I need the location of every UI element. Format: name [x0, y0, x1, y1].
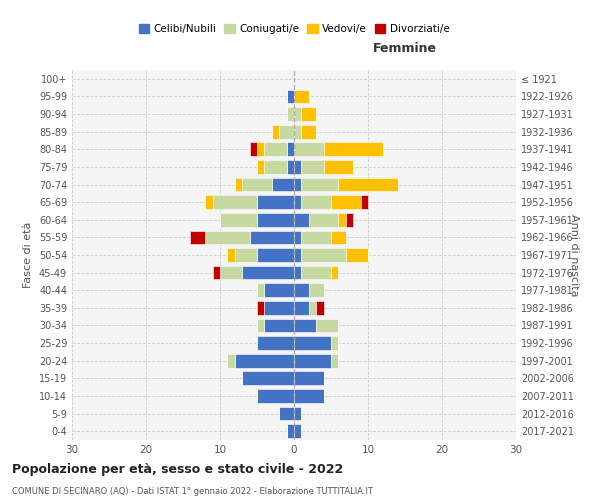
Bar — [338, 213, 346, 226]
Bar — [346, 248, 368, 262]
Bar — [265, 160, 287, 174]
Bar — [190, 230, 205, 244]
Bar — [294, 178, 301, 192]
Bar — [331, 230, 346, 244]
Bar — [242, 266, 294, 280]
Bar — [265, 301, 294, 314]
Bar — [294, 301, 309, 314]
Bar — [294, 318, 316, 332]
Y-axis label: Anni di nascita: Anni di nascita — [569, 214, 580, 296]
Bar — [294, 213, 309, 226]
Bar — [212, 266, 220, 280]
Bar — [257, 196, 294, 209]
Bar — [227, 354, 235, 368]
Bar — [235, 178, 242, 192]
Bar — [242, 372, 294, 385]
Bar — [294, 424, 301, 438]
Bar — [205, 230, 250, 244]
Bar — [338, 178, 398, 192]
Bar — [250, 142, 257, 156]
Text: Femmine: Femmine — [373, 42, 437, 55]
Bar — [331, 266, 338, 280]
Bar — [331, 196, 361, 209]
Bar — [346, 213, 353, 226]
Bar — [265, 142, 287, 156]
Bar — [294, 142, 323, 156]
Bar — [272, 178, 294, 192]
Bar — [220, 213, 257, 226]
Bar — [301, 160, 323, 174]
Y-axis label: Fasce di età: Fasce di età — [23, 222, 33, 288]
Bar — [294, 230, 301, 244]
Bar — [301, 178, 338, 192]
Bar — [294, 284, 309, 297]
Bar — [287, 107, 294, 121]
Bar — [294, 196, 301, 209]
Bar — [331, 336, 338, 350]
Bar — [257, 248, 294, 262]
Bar — [309, 213, 338, 226]
Bar — [361, 196, 368, 209]
Bar — [227, 248, 235, 262]
Bar — [279, 406, 294, 420]
Bar — [316, 301, 323, 314]
Bar — [287, 424, 294, 438]
Bar — [235, 248, 257, 262]
Bar — [257, 142, 265, 156]
Bar — [257, 213, 294, 226]
Bar — [287, 160, 294, 174]
Bar — [294, 336, 331, 350]
Text: COMUNE DI SECINARO (AQ) - Dati ISTAT 1° gennaio 2022 - Elaborazione TUTTITALIA.I: COMUNE DI SECINARO (AQ) - Dati ISTAT 1° … — [12, 488, 373, 496]
Bar — [257, 284, 265, 297]
Bar — [301, 196, 331, 209]
Bar — [294, 160, 301, 174]
Bar — [272, 125, 279, 138]
Bar — [242, 178, 272, 192]
Bar — [294, 372, 323, 385]
Bar — [301, 125, 316, 138]
Bar — [235, 354, 294, 368]
Bar — [257, 318, 265, 332]
Bar — [294, 90, 309, 104]
Bar — [309, 301, 316, 314]
Legend: Celibi/Nubili, Coniugati/e, Vedovi/e, Divorziati/e: Celibi/Nubili, Coniugati/e, Vedovi/e, Di… — [134, 20, 454, 38]
Bar — [309, 284, 323, 297]
Bar — [294, 389, 323, 403]
Text: Popolazione per età, sesso e stato civile - 2022: Popolazione per età, sesso e stato civil… — [12, 462, 343, 475]
Bar — [301, 266, 331, 280]
Bar — [301, 248, 346, 262]
Bar — [294, 248, 301, 262]
Bar — [301, 230, 331, 244]
Bar — [294, 406, 301, 420]
Bar — [212, 196, 257, 209]
Bar — [294, 266, 301, 280]
Bar — [323, 160, 353, 174]
Bar — [257, 336, 294, 350]
Bar — [220, 266, 242, 280]
Bar — [205, 196, 212, 209]
Bar — [294, 107, 301, 121]
Bar — [287, 142, 294, 156]
Bar — [265, 318, 294, 332]
Bar — [287, 90, 294, 104]
Bar — [265, 284, 294, 297]
Bar — [257, 301, 265, 314]
Bar — [316, 318, 338, 332]
Bar — [257, 160, 265, 174]
Bar — [250, 230, 294, 244]
Bar — [294, 125, 301, 138]
Bar — [323, 142, 383, 156]
Bar — [331, 354, 338, 368]
Bar — [301, 107, 316, 121]
Bar — [257, 389, 294, 403]
Bar — [294, 354, 331, 368]
Bar — [279, 125, 294, 138]
